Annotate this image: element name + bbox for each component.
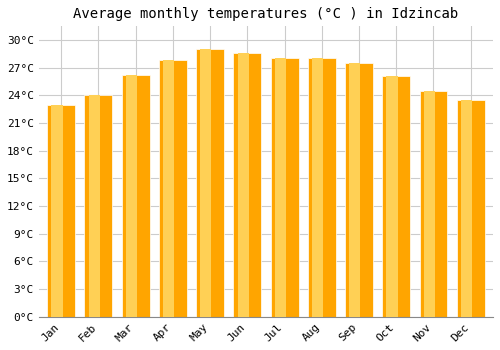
Bar [386,76,398,317]
Bar [196,49,224,317]
Bar [312,58,323,317]
Bar [308,58,336,317]
Bar [88,94,100,317]
Bar [52,105,62,317]
Bar [349,63,360,317]
Bar [159,61,187,317]
Bar [420,91,448,317]
Bar [126,75,137,317]
Bar [275,58,286,317]
Bar [200,49,211,317]
Bar [457,100,484,317]
Bar [238,53,248,317]
Bar [234,53,262,317]
Bar [424,91,435,317]
Bar [345,63,373,317]
Bar [382,76,410,317]
Bar [84,94,112,317]
Bar [47,105,75,317]
Bar [270,58,298,317]
Bar [163,61,174,317]
Bar [461,100,472,317]
Title: Average monthly temperatures (°C ) in Idzincab: Average monthly temperatures (°C ) in Id… [74,7,458,21]
Bar [122,75,150,317]
